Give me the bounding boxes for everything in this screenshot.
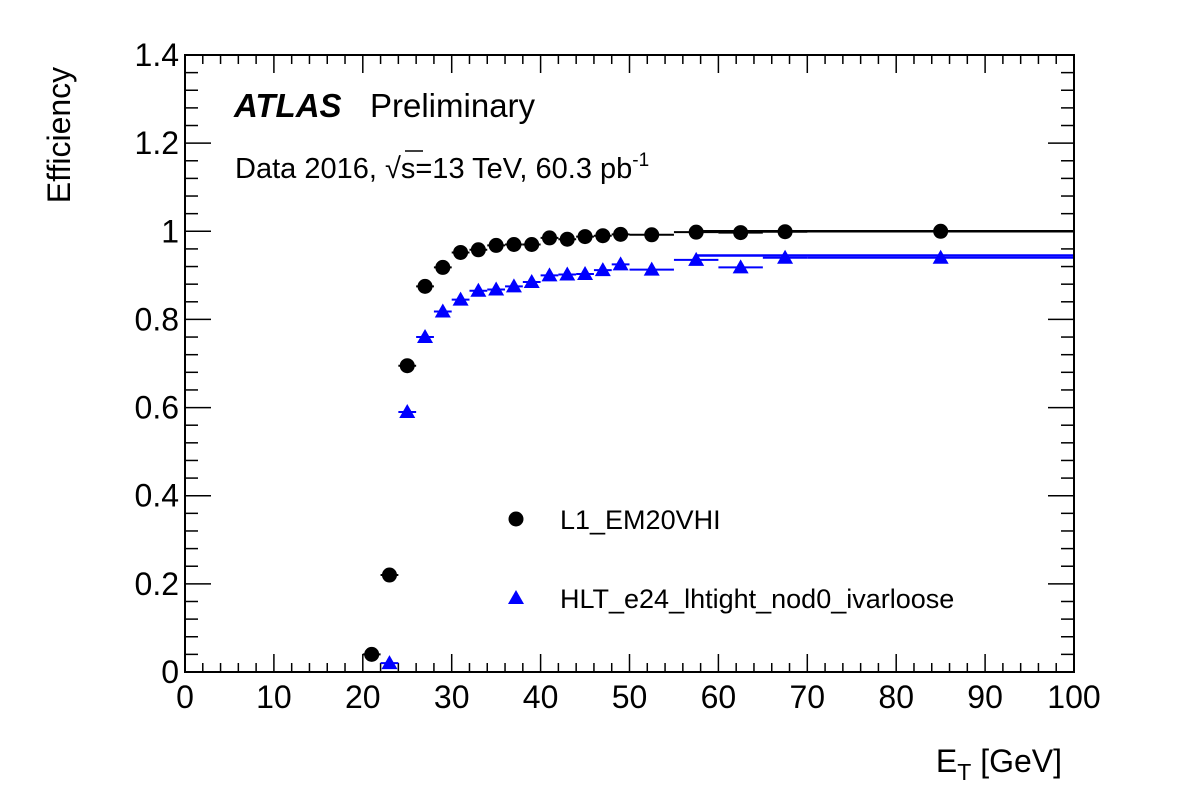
data-point-hlt [434,303,451,318]
data-point-l1 [733,225,749,241]
data-point-l1 [470,242,486,258]
data-point-l1 [435,259,451,275]
data-point-l1 [688,224,704,240]
data-point-hlt [399,403,416,418]
dataset-info-energy: s=13 TeV, 60.3 pb [401,153,632,185]
data-point-l1 [577,229,593,245]
y-tick-label: 1.4 [135,37,179,73]
data-point-hlt [523,273,540,288]
data-point-hlt [488,281,505,296]
legend-label-hlt: HLT_e24_lhtight_nod0_ivarloose [560,584,954,614]
data-point-hlt [777,249,794,264]
x-tick-label: 100 [1047,679,1100,715]
data-point-hlt [594,262,611,277]
data-point-hlt [417,329,434,344]
sqrt-symbol: √ [385,153,401,185]
data-point-l1 [453,244,469,260]
dataset-info: Data 2016, √s=13 TeV, 60.3 pb-1 [235,150,649,185]
data-point-hlt [541,267,558,282]
data-point-hlt [470,282,487,297]
x-tick-label: 10 [256,679,292,715]
legend-marker-l1 [508,511,524,527]
x-tick-label: 70 [790,679,826,715]
x-tick-label: 80 [878,679,914,715]
data-point-hlt [452,291,469,306]
data-point-hlt [732,259,749,274]
y-tick-label: 0.8 [135,301,179,337]
y-tick-label: 1.2 [135,125,179,161]
x-tick-label: 30 [434,679,470,715]
dataset-info-prefix: Data 2016, [235,153,385,185]
x-tick-label: 40 [523,679,559,715]
y-tick-label: 0.2 [135,566,179,602]
x-tick-label: 90 [967,679,1003,715]
data-point-l1 [488,237,504,253]
x-tick-label: 0 [176,679,194,715]
data-points [362,223,1074,670]
x-axis-title-unit: [GeV] [971,743,1062,779]
data-point-l1 [399,358,415,374]
data-point-hlt [643,261,660,276]
data-point-l1 [595,228,611,244]
y-tick-label: 0.4 [135,478,179,514]
dataset-info-lumi-exp: -1 [632,150,649,171]
data-point-hlt [577,266,594,281]
data-point-l1 [364,646,380,662]
plot-frame [184,54,1075,673]
data-point-hlt [688,251,705,266]
y-axis-title: Efficiency [41,67,77,203]
data-point-hlt [932,249,949,264]
legend-label-l1: L1_EM20VHI [560,505,721,535]
data-point-hlt [381,655,398,670]
data-point-l1 [541,230,557,246]
data-point-l1 [524,237,540,253]
data-point-l1 [933,223,949,239]
data-point-l1 [777,224,793,240]
x-tick-label: 50 [612,679,648,715]
data-point-l1 [559,231,575,247]
y-tick-label: 0 [161,654,179,690]
x-tick-label: 20 [345,679,381,715]
x-tick-label: 60 [701,679,737,715]
legend-marker-hlt [508,590,524,604]
data-point-l1 [613,226,629,242]
data-point-l1 [381,567,397,583]
x-axis-title-sub: T [957,759,971,785]
legend: L1_EM20VHI HLT_e24_lhtight_nod0_ivarloos… [508,505,954,614]
data-point-l1 [417,278,433,294]
x-axis-title-main: E [936,743,957,779]
y-tick-label: 1 [161,213,179,249]
data-point-l1 [644,227,660,243]
atlas-label: ATLAS [233,87,342,124]
tick-labels: 0 10 20 30 40 50 60 70 80 90 100 0 0.2 0.4 0.6 0.8 1 1.2 1… [135,37,1101,715]
x-axis-title: ET [GeV] [936,743,1062,785]
data-point-hlt [559,266,576,281]
y-tick-label: 0.6 [135,390,179,426]
data-point-l1 [506,237,522,253]
data-point-hlt [612,256,629,271]
preliminary-label: Preliminary [370,87,536,124]
data-point-hlt [505,278,522,293]
